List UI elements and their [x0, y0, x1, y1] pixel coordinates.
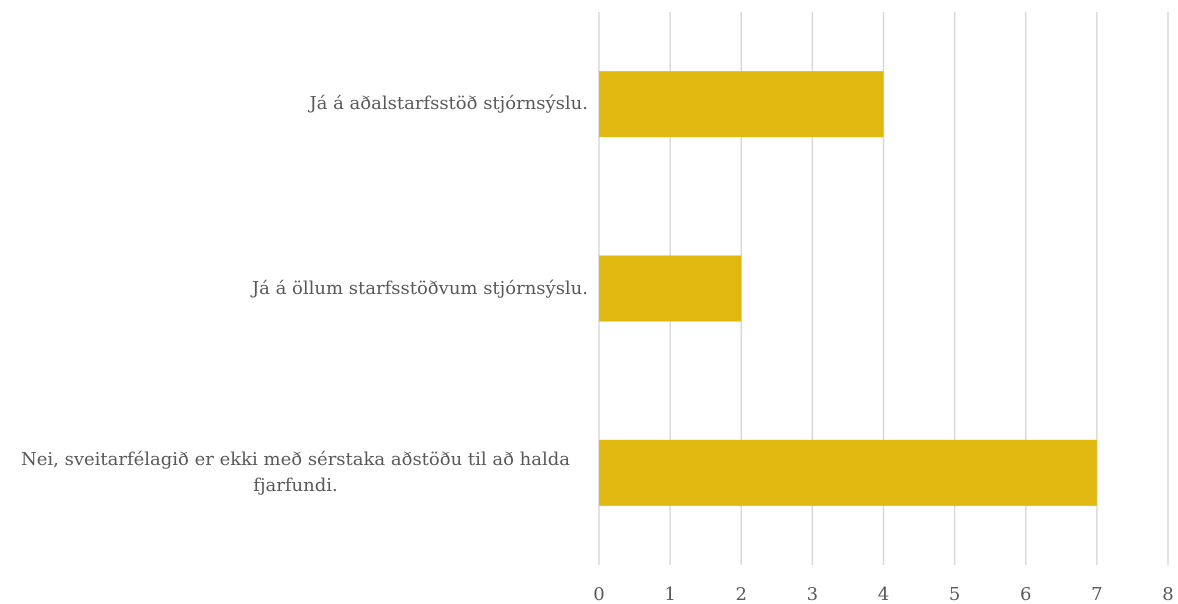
- y-tick-label: Já á öllum starfsstöðvum stjórnsýslu.: [251, 277, 588, 299]
- x-tick-label: 0: [593, 584, 604, 604]
- x-tick-label: 8: [1162, 584, 1173, 604]
- bar: [599, 255, 742, 322]
- x-tick-label: 4: [878, 584, 889, 604]
- bar: [599, 71, 884, 138]
- x-tick-label: 7: [1091, 584, 1102, 604]
- bar: [599, 439, 1097, 506]
- x-tick-label: 2: [736, 584, 747, 604]
- x-tick-label: 6: [1020, 584, 1031, 604]
- x-tick-label: 1: [664, 584, 675, 604]
- x-tick-label: 5: [949, 584, 960, 604]
- y-tick-label: Já á aðalstarfsstöð stjórnsýslu.: [309, 93, 588, 115]
- y-tick-label: Nei, sveitarfélagið er ekki með sérstaka…: [20, 448, 570, 496]
- x-tick-label: 3: [807, 584, 818, 604]
